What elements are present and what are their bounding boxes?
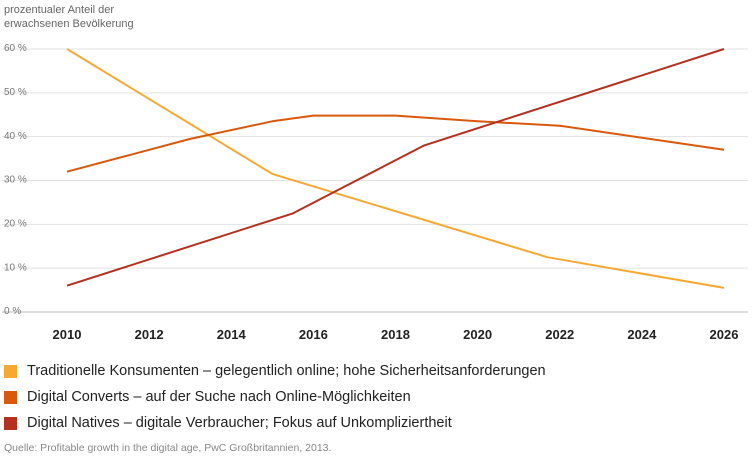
series-lines xyxy=(66,48,725,289)
y-tick-label: 30 % xyxy=(4,175,27,186)
series-line-2 xyxy=(66,48,725,287)
series-line-0 xyxy=(66,48,725,289)
y-tick-label: 10 % xyxy=(4,262,27,273)
x-tick-label: 2012 xyxy=(135,327,164,342)
y-tick-label: 20 % xyxy=(4,218,27,229)
y-axis-title: prozentualer Anteil der erwachsenen Bevö… xyxy=(4,4,134,30)
y-tick-label: 40 % xyxy=(4,131,27,142)
y-axis-ticks: 0 % 10 % 20 % 30 % 40 % 50 % 60 % xyxy=(4,43,27,317)
legend-swatch-converts xyxy=(4,390,17,404)
legend-swatch-natives xyxy=(4,416,17,430)
legend-item-natives: Digital Natives – digitale Verbraucher; … xyxy=(4,410,546,436)
legend-swatch-traditionelle xyxy=(4,364,17,378)
x-tick-label: 2018 xyxy=(381,327,410,342)
y-tick-label: 50 % xyxy=(4,87,27,98)
source-note: Quelle: Profitable growth in the digital… xyxy=(4,442,332,454)
x-tick-label: 2016 xyxy=(299,327,328,342)
x-tick-label: 2024 xyxy=(627,327,657,342)
y-tick-label: 0 % xyxy=(4,306,21,317)
y-tick-label: 60 % xyxy=(4,43,27,54)
line-chart: 0 % 10 % 20 % 30 % 40 % 50 % 60 % 2010 2012 2014… xyxy=(2,43,748,342)
x-tick-label: 2022 xyxy=(545,327,574,342)
legend-label: Digital Natives – digitale Verbraucher; … xyxy=(27,415,452,431)
x-tick-label: 2014 xyxy=(217,327,247,342)
legend-label: Digital Converts – auf der Suche nach On… xyxy=(27,389,411,405)
legend-item-converts: Digital Converts – auf der Suche nach On… xyxy=(4,384,546,410)
legend-item-traditionelle: Traditionelle Konsumenten – gelegentlich… xyxy=(4,358,546,384)
legend-label: Traditionelle Konsumenten – gelegentlich… xyxy=(27,363,546,379)
x-tick-label: 2026 xyxy=(710,327,739,342)
series-line-1 xyxy=(66,114,725,173)
gridlines xyxy=(2,48,748,313)
x-tick-label: 2010 xyxy=(53,327,82,342)
x-axis-ticks: 2010 2012 2014 2016 2018 2020 2022 2024 2026 xyxy=(53,327,739,342)
x-tick-label: 2020 xyxy=(463,327,492,342)
legend: Traditionelle Konsumenten – gelegentlich… xyxy=(4,358,546,436)
